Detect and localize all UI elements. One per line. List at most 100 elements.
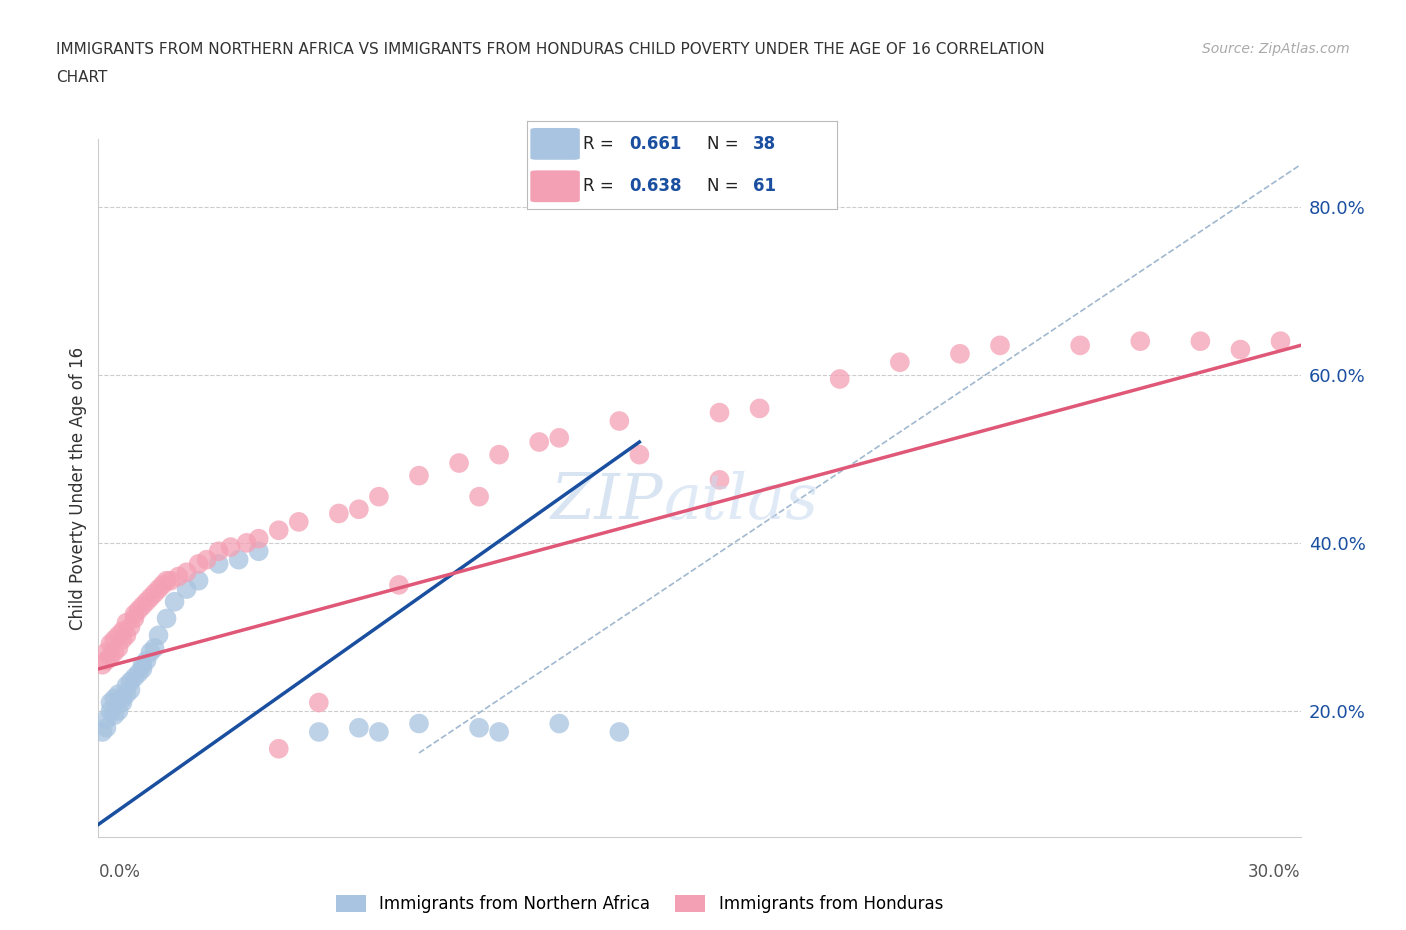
Point xyxy=(120,674,142,689)
Point xyxy=(1229,342,1251,357)
Point xyxy=(91,658,114,672)
Text: N =: N = xyxy=(707,135,744,153)
Point xyxy=(548,716,571,731)
Point xyxy=(1069,338,1091,352)
Point xyxy=(1189,334,1212,349)
Point xyxy=(111,695,134,710)
Point xyxy=(115,616,138,631)
Text: IMMIGRANTS FROM NORTHERN AFRICA VS IMMIGRANTS FROM HONDURAS CHILD POVERTY UNDER : IMMIGRANTS FROM NORTHERN AFRICA VS IMMIG… xyxy=(56,42,1045,57)
FancyBboxPatch shape xyxy=(530,128,579,160)
Point xyxy=(247,531,270,546)
Text: 38: 38 xyxy=(754,135,776,153)
Point xyxy=(107,628,129,643)
Point xyxy=(131,599,153,614)
Point xyxy=(267,741,290,756)
Point xyxy=(208,556,231,571)
Point xyxy=(235,536,257,551)
Point xyxy=(167,569,190,584)
Point xyxy=(96,653,118,668)
Text: 0.638: 0.638 xyxy=(630,178,682,195)
Point xyxy=(107,641,129,656)
Point xyxy=(107,703,129,718)
Point xyxy=(488,724,510,739)
Point xyxy=(103,691,125,706)
Point xyxy=(468,721,491,736)
Point xyxy=(100,649,122,664)
Point xyxy=(195,552,218,567)
Point xyxy=(128,603,150,618)
Point xyxy=(308,724,330,739)
Point xyxy=(131,658,153,672)
Point xyxy=(228,552,250,567)
Point xyxy=(447,456,470,471)
Point xyxy=(111,691,134,706)
Point xyxy=(124,607,146,622)
Point xyxy=(828,372,851,387)
Point xyxy=(368,489,391,504)
Point xyxy=(748,401,770,416)
Point xyxy=(187,556,209,571)
Point xyxy=(135,653,157,668)
Point xyxy=(124,670,146,684)
Point xyxy=(115,686,138,701)
Point xyxy=(609,724,631,739)
Text: 30.0%: 30.0% xyxy=(1249,863,1301,882)
Point xyxy=(247,544,270,559)
Point xyxy=(135,594,157,609)
Point xyxy=(187,573,209,588)
Point xyxy=(548,431,571,445)
Point xyxy=(328,506,350,521)
Point xyxy=(609,414,631,429)
Text: Source: ZipAtlas.com: Source: ZipAtlas.com xyxy=(1202,42,1350,56)
Point xyxy=(163,594,186,609)
Point xyxy=(219,539,242,554)
Point xyxy=(368,724,391,739)
Text: CHART: CHART xyxy=(56,70,108,85)
Point xyxy=(159,573,181,588)
Text: ZIP: ZIP xyxy=(551,472,664,533)
Point xyxy=(988,338,1011,352)
Point xyxy=(96,644,118,659)
Point xyxy=(288,514,311,529)
Text: R =: R = xyxy=(583,135,619,153)
Point xyxy=(131,661,153,676)
Point xyxy=(388,578,411,592)
Point xyxy=(347,502,370,517)
Point xyxy=(91,724,114,739)
Text: 61: 61 xyxy=(754,178,776,195)
Y-axis label: Child Poverty Under the Age of 16: Child Poverty Under the Age of 16 xyxy=(69,347,87,630)
Point xyxy=(100,636,122,651)
Point xyxy=(107,686,129,701)
Point xyxy=(208,544,231,559)
Point xyxy=(143,586,166,601)
Point xyxy=(152,578,174,592)
Point xyxy=(488,447,510,462)
Point xyxy=(120,683,142,698)
Point xyxy=(100,703,122,718)
Point xyxy=(347,721,370,736)
FancyBboxPatch shape xyxy=(530,170,579,202)
Point xyxy=(139,590,162,604)
Text: R =: R = xyxy=(583,178,619,195)
Point xyxy=(96,711,118,726)
Point xyxy=(628,447,651,462)
Point xyxy=(468,489,491,504)
Point xyxy=(148,628,170,643)
Point xyxy=(96,721,118,736)
Point xyxy=(1270,334,1292,349)
Point xyxy=(709,472,731,487)
Point xyxy=(120,619,142,634)
Text: 0.661: 0.661 xyxy=(630,135,682,153)
Point xyxy=(128,666,150,681)
Point xyxy=(1129,334,1152,349)
Point xyxy=(889,354,911,369)
Point xyxy=(148,581,170,596)
Point xyxy=(124,611,146,626)
Legend: Immigrants from Northern Africa, Immigrants from Honduras: Immigrants from Northern Africa, Immigra… xyxy=(329,888,949,920)
Point xyxy=(155,611,177,626)
Point xyxy=(139,644,162,659)
Point xyxy=(176,581,198,596)
Point xyxy=(103,632,125,647)
Point xyxy=(408,468,430,483)
Point xyxy=(529,434,551,449)
